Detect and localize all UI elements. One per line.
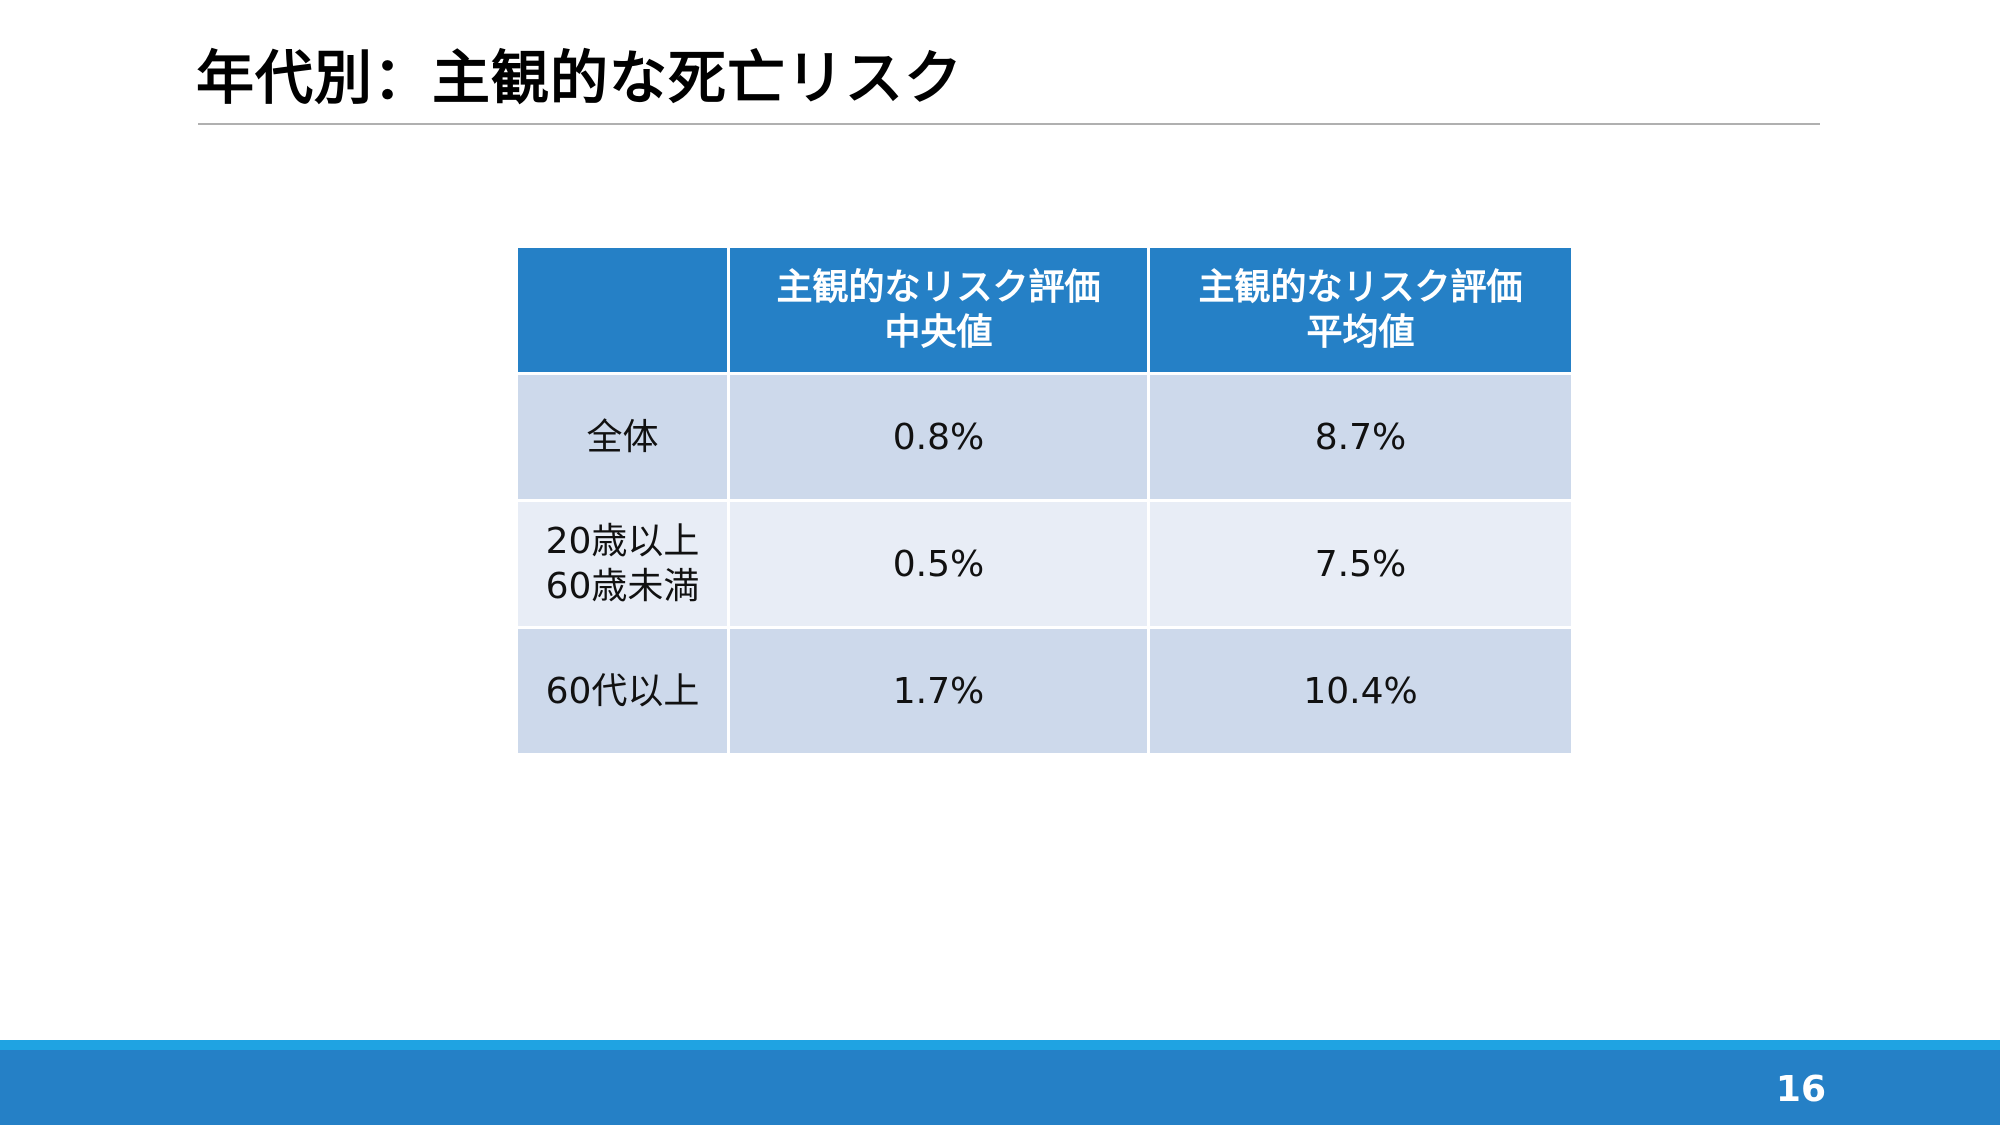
median-cell: 1.7% [727, 626, 1150, 756]
row-label-cell: 60代以上 [515, 626, 730, 756]
table-row: 20歳以上 60歳未満 0.5% 7.5% [515, 499, 1574, 629]
page-number: 16 [1775, 1069, 1826, 1110]
header-mean-line1: 主観的なリスク評価 [1198, 267, 1523, 308]
median-cell: 0.5% [727, 499, 1150, 629]
header-cell-median: 主観的なリスク評価 中央値 [727, 245, 1150, 375]
row-label: 全体 [586, 416, 659, 458]
header-cell-mean: 主観的なリスク評価 平均値 [1147, 245, 1574, 375]
mean-cell: 7.5% [1147, 499, 1574, 629]
row-label-line1: 20歳以上 [545, 521, 700, 562]
mean-cell: 10.4% [1147, 626, 1574, 756]
table-row: 60代以上 1.7% 10.4% [515, 626, 1574, 756]
header-cell-empty [515, 245, 730, 375]
header-mean-line2: 平均値 [1306, 312, 1415, 353]
header-median-line1: 主観的なリスク評価 [776, 267, 1101, 308]
row-label-cell: 全体 [515, 372, 730, 502]
header-median-line2: 中央値 [884, 312, 993, 353]
row-label-cell: 20歳以上 60歳未満 [515, 499, 730, 629]
table-header-row: 主観的なリスク評価 中央値 主観的なリスク評価 平均値 [515, 245, 1574, 375]
table-row: 全体 0.8% 8.7% [515, 372, 1574, 502]
row-label-line2: 60歳未満 [545, 566, 700, 607]
mean-cell: 8.7% [1147, 372, 1574, 502]
median-cell: 0.8% [727, 372, 1150, 502]
row-label: 60代以上 [545, 670, 700, 712]
footer-accent-stripe [0, 1040, 2000, 1050]
risk-table: 主観的なリスク評価 中央値 主観的なリスク評価 平均値 全体 0.8% 8.7%… [515, 245, 1574, 756]
slide-title: 年代別：主観的な死亡リスク [196, 44, 964, 112]
title-divider [198, 123, 1820, 125]
footer-band [0, 1050, 2000, 1125]
